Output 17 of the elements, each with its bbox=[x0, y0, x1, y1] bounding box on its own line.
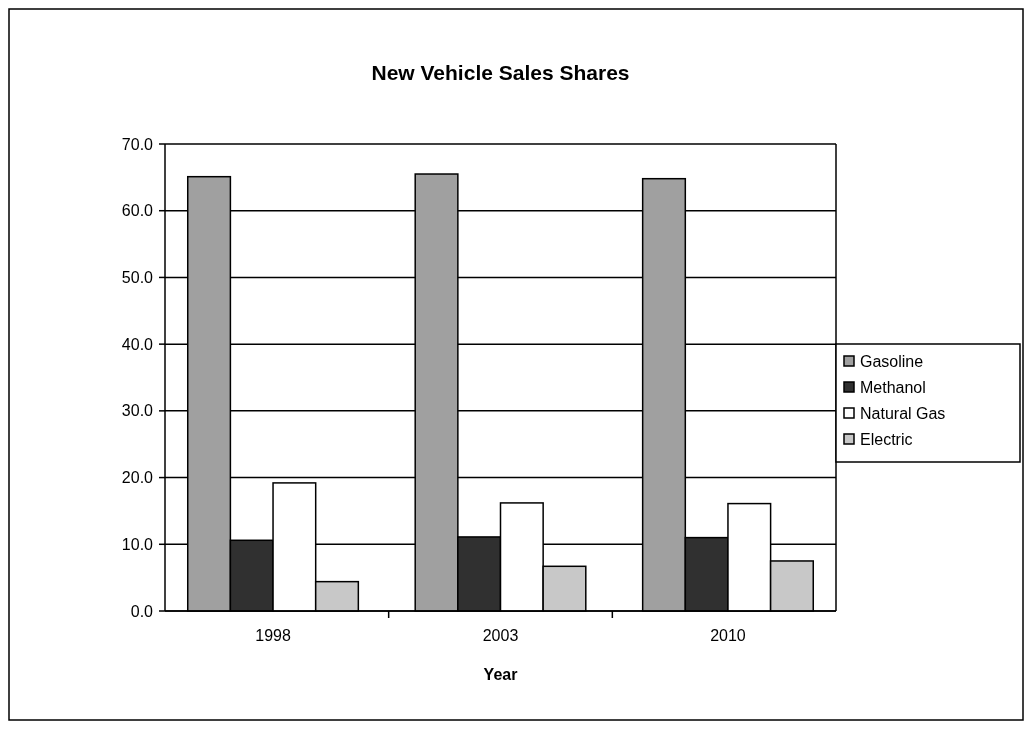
legend-label: Electric bbox=[860, 430, 913, 448]
y-tick-label: 40.0 bbox=[121, 335, 154, 353]
y-tick-label: 60.0 bbox=[121, 202, 154, 220]
x-tick-label: 1998 bbox=[255, 627, 291, 644]
legend-label: Gasoline bbox=[860, 352, 924, 370]
y-tick-label: 10.0 bbox=[121, 535, 154, 553]
chart-title: New Vehicle Sales Shares bbox=[371, 61, 630, 84]
x-tick-label: 2003 bbox=[482, 627, 519, 644]
y-tick-label: 30.0 bbox=[121, 402, 154, 420]
y-tick-label: 50.0 bbox=[121, 269, 154, 287]
y-tick-label: 70.0 bbox=[121, 135, 154, 153]
y-tick-label: 20.0 bbox=[121, 469, 154, 487]
x-axis-title: Year bbox=[483, 666, 518, 683]
legend-label: Natural Gas bbox=[860, 404, 946, 422]
legend-label: Methanol bbox=[860, 378, 926, 396]
y-tick-label: 0.0 bbox=[130, 602, 154, 620]
x-tick-label: 2010 bbox=[710, 627, 746, 644]
